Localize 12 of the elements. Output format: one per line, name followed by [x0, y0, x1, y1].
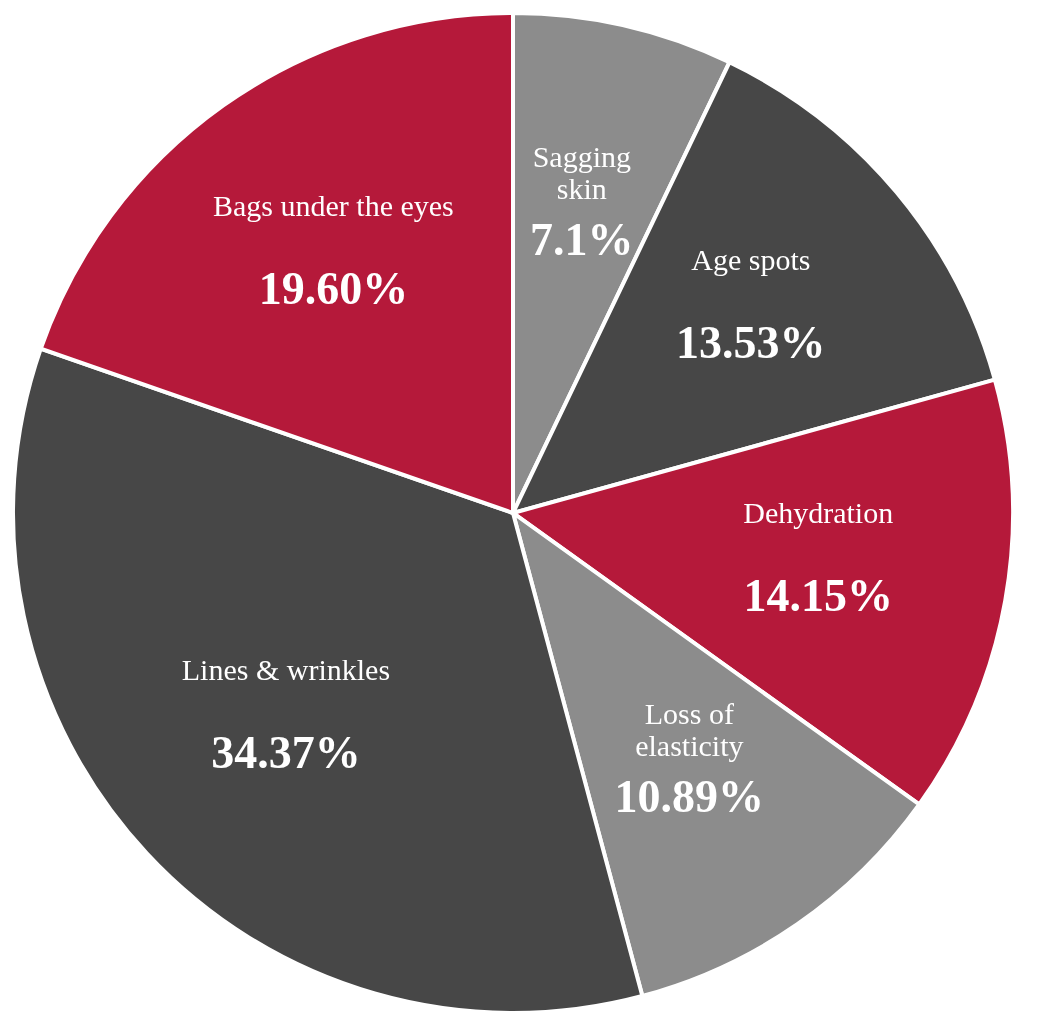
data-label: 34.37%: [211, 727, 361, 779]
data-label: 14.15%: [743, 570, 893, 622]
data-label: 19.60%: [258, 263, 409, 315]
slice-label: Sagging skin: [532, 139, 631, 205]
slice-label: Loss of elasticity: [635, 696, 744, 762]
data-label: 13.53%: [676, 317, 826, 369]
slice-label: Age spots: [691, 243, 811, 277]
slice-label: Bags under the eyes: [213, 189, 454, 223]
slice-label: Dehydration: [743, 496, 894, 530]
slice-label: Lines & wrinkles: [181, 653, 391, 687]
data-label: 10.89%: [614, 770, 765, 822]
data-label: 7.1%: [530, 213, 634, 265]
